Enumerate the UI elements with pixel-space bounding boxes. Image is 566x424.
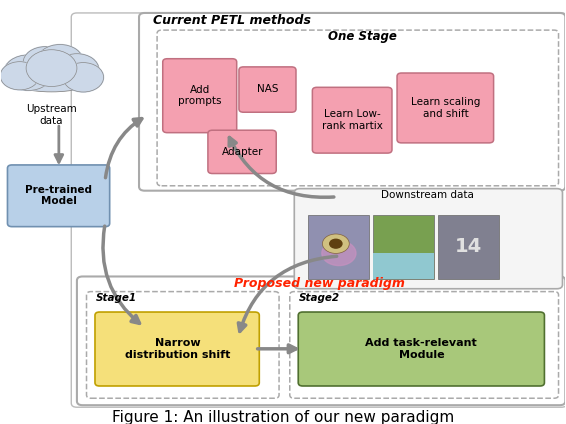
Text: Add task-relevant
Module: Add task-relevant Module [366,338,477,360]
Text: Add
prompts: Add prompts [178,85,222,106]
Text: One Stage: One Stage [328,30,397,43]
FancyBboxPatch shape [208,130,276,173]
FancyBboxPatch shape [95,312,259,386]
Text: Pre-trained
Model: Pre-trained Model [25,185,92,206]
Text: Stage1: Stage1 [96,293,136,303]
Text: Adapter: Adapter [222,147,263,157]
Circle shape [322,241,356,265]
Circle shape [323,234,349,254]
Text: Figure 1: An illustration of our new paradigm: Figure 1: An illustration of our new par… [112,410,454,424]
Ellipse shape [7,66,96,92]
Circle shape [23,47,67,78]
FancyBboxPatch shape [397,73,494,143]
FancyBboxPatch shape [87,292,279,398]
Circle shape [55,54,99,86]
FancyBboxPatch shape [298,312,544,386]
Circle shape [37,45,83,78]
Circle shape [0,61,39,90]
Circle shape [63,63,104,92]
Text: NAS: NAS [257,84,278,95]
Text: Proposed new paradigm: Proposed new paradigm [234,277,405,290]
FancyBboxPatch shape [139,13,565,191]
Text: Downstream data: Downstream data [380,190,473,200]
Text: 14: 14 [455,237,482,257]
Circle shape [26,50,77,86]
FancyBboxPatch shape [290,292,559,398]
FancyBboxPatch shape [163,59,237,133]
FancyBboxPatch shape [77,276,565,405]
FancyBboxPatch shape [294,189,563,289]
FancyBboxPatch shape [312,87,392,153]
Circle shape [330,239,342,248]
FancyBboxPatch shape [374,215,434,279]
FancyBboxPatch shape [7,165,110,227]
FancyBboxPatch shape [71,13,566,407]
FancyBboxPatch shape [374,253,434,279]
Text: Upstream
data: Upstream data [26,104,77,126]
Text: Stage2: Stage2 [299,293,340,303]
Text: Narrow
distribution shift: Narrow distribution shift [125,338,230,360]
Text: Learn Low-
rank martix: Learn Low- rank martix [322,109,383,131]
FancyBboxPatch shape [157,30,559,186]
Text: Current PETL methods: Current PETL methods [153,14,311,27]
FancyBboxPatch shape [308,215,370,279]
FancyBboxPatch shape [239,67,296,112]
Text: Learn scaling
and shift: Learn scaling and shift [411,97,481,119]
Circle shape [3,55,53,90]
FancyBboxPatch shape [438,215,499,279]
